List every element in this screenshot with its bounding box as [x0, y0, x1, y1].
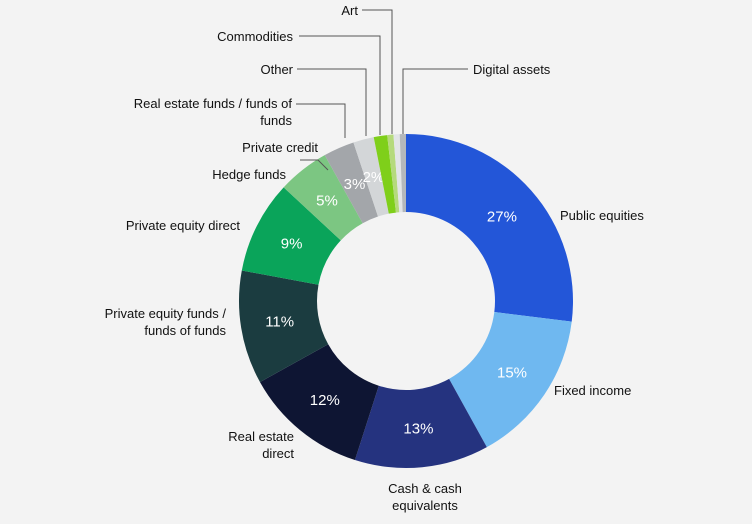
- slice-other: [373, 135, 396, 214]
- value-label: 27%: [487, 208, 517, 225]
- leader-line: [402, 68, 468, 134]
- label-cash: Cash & cash equivalents: [388, 481, 462, 513]
- slice-private-equity-funds-funds-of-funds: [239, 270, 329, 383]
- value-label: 5%: [316, 192, 338, 209]
- slice-private-equity-direct: [241, 187, 341, 285]
- slice-commodities: [387, 134, 400, 213]
- label-public-equities: Public equities: [560, 208, 644, 223]
- value-label: 2%: [363, 169, 385, 186]
- label-real-estate-funds: Real estate funds / funds of funds: [133, 96, 292, 128]
- value-label: 15%: [497, 365, 527, 382]
- leader-line: [300, 159, 329, 171]
- value-label: 13%: [403, 420, 433, 437]
- label-art: Art: [341, 3, 358, 18]
- value-label: 12%: [310, 392, 340, 409]
- leader-line: [362, 9, 393, 134]
- label-hedge-funds: Hedge funds: [212, 167, 286, 182]
- slice-hedge-funds: [283, 155, 363, 241]
- leader-line: [296, 103, 346, 138]
- label-commodities: Commodities: [217, 29, 293, 44]
- label-digital-assets: Digital assets: [473, 62, 551, 77]
- label-fixed-income: Fixed income: [554, 383, 632, 398]
- label-pe-direct: Private equity direct: [125, 218, 240, 233]
- value-label: 9%: [281, 235, 303, 252]
- label-other: Other: [260, 62, 293, 77]
- label-pe-funds: Private equity funds / funds of funds: [104, 306, 226, 338]
- slice-private-credit: [324, 142, 378, 224]
- value-label: 3%: [344, 176, 366, 193]
- value-label: 11%: [265, 314, 294, 331]
- leader-line: [297, 68, 367, 136]
- slice-digital-assets: [399, 134, 406, 213]
- leader-line: [299, 35, 381, 135]
- slice-public-equities: [406, 134, 573, 322]
- slice-fixed-income: [449, 312, 572, 448]
- label-real-estate-direct: Real estate direct: [228, 429, 294, 461]
- slice-real-estate-funds-funds-of-funds: [353, 137, 389, 217]
- label-private-credit: Private credit: [242, 140, 318, 155]
- slice-cash-cash-equivalents: [354, 378, 487, 468]
- slice-art: [393, 134, 403, 213]
- slice-real-estate-direct: [259, 344, 379, 461]
